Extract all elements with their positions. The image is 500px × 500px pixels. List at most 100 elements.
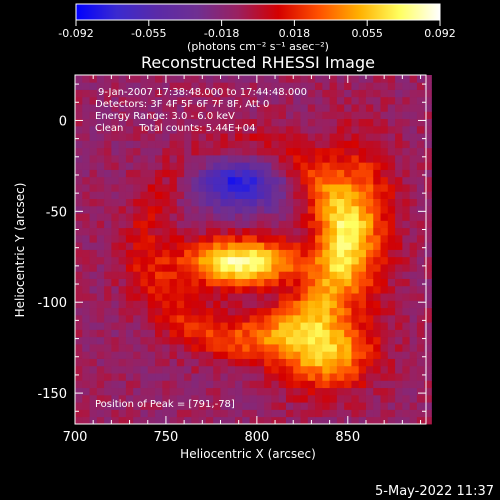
heatmap-cell	[96, 329, 105, 338]
heatmap-cell	[249, 387, 258, 396]
heatmap-cell	[358, 82, 367, 90]
heatmap-cell	[227, 234, 236, 243]
heatmap-cell	[351, 394, 360, 403]
heatmap-cell	[373, 147, 381, 156]
heatmap-cell	[235, 198, 243, 207]
heatmap-cell	[307, 358, 316, 367]
heatmap-cell	[205, 140, 214, 149]
heatmap-cell	[351, 162, 360, 170]
heatmap-cell	[227, 147, 236, 156]
heatmap-cell	[118, 314, 127, 323]
heatmap-cell	[111, 256, 120, 265]
heatmap-cell	[278, 125, 287, 134]
heatmap-cell	[365, 104, 374, 112]
heatmap-cell	[285, 133, 294, 141]
heatmap-cell	[380, 322, 389, 330]
heatmap-cell	[256, 293, 265, 301]
heatmap-cell	[416, 184, 425, 192]
heatmap-cell	[249, 133, 258, 141]
heatmap-cell	[118, 176, 127, 185]
heatmap-cell	[125, 234, 134, 243]
heatmap-cell	[75, 402, 83, 410]
heatmap-cell	[176, 293, 185, 301]
heatmap-cell	[285, 162, 294, 170]
heatmap-cell	[155, 416, 163, 425]
heatmap-cell	[125, 125, 134, 134]
heatmap-cell	[256, 198, 265, 207]
heatmap-cell	[169, 89, 178, 98]
heatmap-cell	[89, 373, 98, 381]
heatmap-cell	[293, 162, 301, 170]
heatmap-cell	[82, 75, 90, 83]
heatmap-cell	[278, 89, 287, 98]
heatmap-cell	[278, 336, 287, 345]
heatmap-cell	[125, 213, 134, 221]
heatmap-cell	[365, 220, 374, 229]
heatmap-cell	[82, 154, 90, 163]
heatmap-cell	[264, 133, 272, 141]
heatmap-cell	[344, 198, 352, 207]
heatmap-cell	[358, 227, 367, 236]
heatmap-cell	[315, 278, 323, 287]
heatmap-cell	[293, 365, 301, 374]
heatmap-cell	[198, 198, 207, 207]
heatmap-cell	[387, 402, 396, 410]
heatmap-cell	[220, 307, 229, 316]
heatmap-cell	[336, 133, 345, 141]
heatmap-cell	[249, 96, 258, 105]
heatmap-cell	[424, 154, 432, 163]
heatmap-cell	[125, 329, 134, 338]
heatmap-cell	[249, 307, 258, 316]
heatmap-cell	[198, 307, 207, 316]
heatmap-cell	[125, 111, 134, 120]
heatmap-cell	[205, 394, 214, 403]
heatmap-cell	[111, 271, 120, 279]
heatmap-cell	[344, 104, 352, 112]
heatmap-cell	[140, 380, 149, 389]
heatmap-cell	[104, 344, 112, 352]
heatmap-cell	[162, 329, 170, 338]
heatmap-cell	[358, 307, 367, 316]
heatmap-cell	[118, 380, 127, 389]
heatmap-cell	[89, 242, 98, 250]
heatmap-cell	[380, 402, 389, 410]
heatmap-cell	[191, 227, 200, 236]
heatmap-cell	[380, 344, 389, 352]
heatmap-cell	[198, 96, 207, 105]
heatmap-cell	[307, 256, 316, 265]
heatmap-cell	[220, 205, 229, 214]
heatmap-cell	[278, 111, 287, 120]
heatmap-cell	[336, 213, 345, 221]
heatmap-cell	[365, 256, 374, 265]
x-tick-label: 800	[244, 430, 269, 445]
heatmap-cell	[365, 191, 374, 199]
heatmap-cell	[227, 184, 236, 192]
heatmap-cell	[409, 169, 418, 178]
heatmap-cell	[169, 344, 178, 352]
heatmap-cell	[89, 198, 98, 207]
heatmap-cell	[198, 271, 207, 279]
heatmap-cell	[300, 380, 309, 389]
heatmap-cell	[307, 176, 316, 185]
heatmap-cell	[365, 249, 374, 258]
heatmap-cell	[264, 249, 272, 258]
heatmap-cell	[162, 351, 170, 359]
heatmap-cell	[82, 125, 90, 134]
heatmap-cell	[395, 409, 403, 418]
heatmap-cell	[176, 329, 185, 338]
heatmap-cell	[264, 336, 272, 345]
heatmap-cell	[278, 293, 287, 301]
heatmap-cell	[373, 394, 381, 403]
heatmap-cell	[104, 162, 112, 170]
heatmap-cell	[82, 198, 90, 207]
heatmap-cell	[322, 300, 331, 309]
heatmap-cell	[118, 89, 127, 98]
heatmap-cell	[249, 125, 258, 134]
heatmap-cell	[111, 307, 120, 316]
heatmap-cell	[285, 314, 294, 323]
heatmap-cell	[96, 278, 105, 287]
heatmap-cell	[358, 285, 367, 294]
heatmap-cell	[271, 184, 280, 192]
heatmap-cell	[184, 409, 192, 418]
heatmap-cell	[213, 176, 221, 185]
